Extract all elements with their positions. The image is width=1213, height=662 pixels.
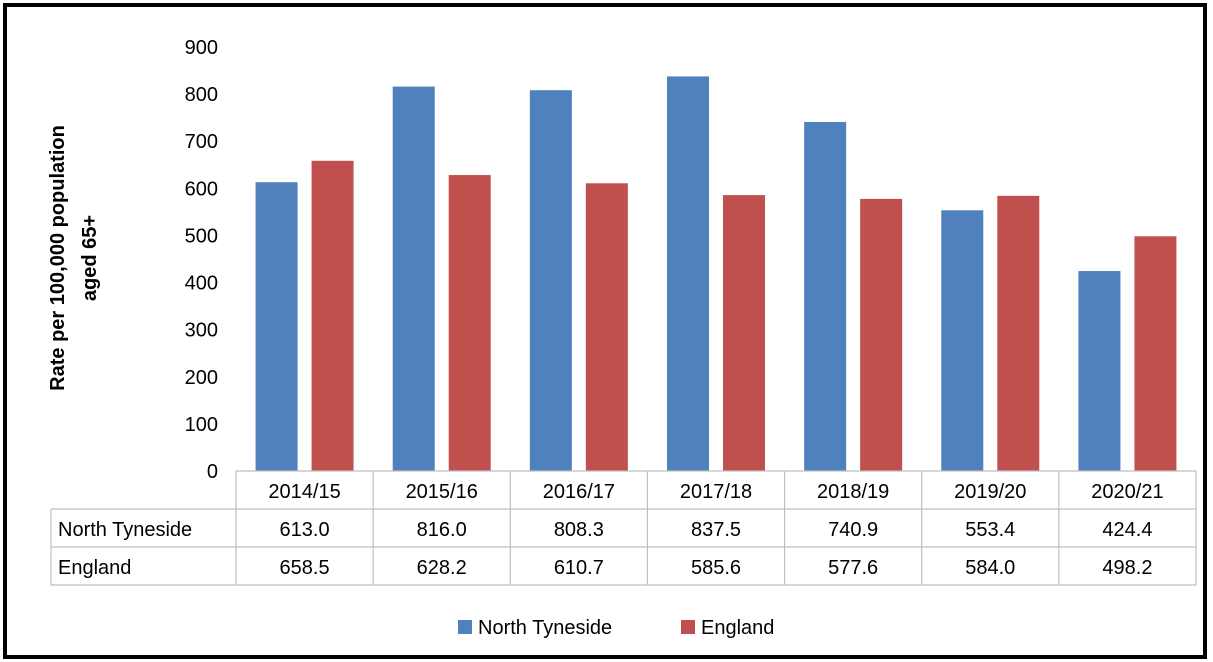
data-label: 613.0 — [280, 519, 330, 541]
bar-north-tyneside — [529, 90, 572, 471]
bar-north-tyneside — [941, 210, 984, 471]
bar-north-tyneside — [804, 121, 847, 471]
y-tick-label: 400 — [185, 273, 218, 295]
legend-label: England — [701, 617, 774, 639]
data-label: 424.4 — [1102, 519, 1152, 541]
bar-england — [448, 175, 491, 471]
bar-england — [997, 195, 1040, 472]
y-tick-label: 600 — [185, 178, 218, 200]
y-tick-label: 200 — [185, 367, 218, 389]
data-label: 740.9 — [828, 519, 878, 541]
legend-label: North Tyneside — [478, 617, 612, 639]
data-label: 584.0 — [965, 557, 1015, 579]
y-tick-label: 900 — [185, 37, 218, 59]
bar-england — [1134, 236, 1177, 471]
bar-north-tyneside — [392, 86, 435, 471]
x-category-label: 2016/17 — [543, 481, 615, 503]
data-label: 577.6 — [828, 557, 878, 579]
data-label: 658.5 — [280, 557, 330, 579]
x-category-label: 2017/18 — [680, 481, 752, 503]
y-tick-label: 0 — [207, 461, 218, 483]
legend-swatch-england — [681, 620, 695, 634]
bar-north-tyneside — [667, 76, 709, 471]
x-category-label: 2015/16 — [406, 481, 478, 503]
table-row-label: North Tyneside — [58, 519, 192, 541]
data-label: 498.2 — [1102, 557, 1152, 579]
bar-england — [860, 198, 903, 471]
y-tick-label: 700 — [185, 131, 218, 153]
data-label: 628.2 — [417, 557, 467, 579]
x-category-label: 2018/19 — [817, 481, 889, 503]
y-tick-label: 500 — [185, 225, 218, 247]
legend-swatch-north-tyneside — [458, 620, 472, 634]
x-category-label: 2019/20 — [954, 481, 1026, 503]
bar-england — [311, 160, 354, 472]
bar-north-tyneside — [1078, 271, 1121, 471]
bar-chart: 0 100 200 300 400 500 600 700 800 900 Rate per 100… — [47, 37, 1197, 639]
bar-england — [723, 195, 765, 471]
chart-frame: 0 100 200 300 400 500 600 700 800 900 Rate per 100… — [3, 3, 1207, 659]
data-label: 553.4 — [965, 519, 1015, 541]
data-label: 837.5 — [691, 519, 741, 541]
data-label: 808.3 — [554, 519, 604, 541]
bar-england — [585, 183, 628, 471]
data-label: 610.7 — [554, 557, 604, 579]
data-label: 816.0 — [417, 519, 467, 541]
x-category-label: 2014/15 — [268, 481, 340, 503]
data-label: 585.6 — [691, 557, 741, 579]
x-category-label: 2020/21 — [1091, 481, 1163, 503]
y-axis-title: aged 65+ — [79, 215, 101, 301]
y-axis-title: Rate per 100,000 population — [47, 125, 69, 391]
y-tick-label: 800 — [185, 84, 218, 106]
y-tick-label: 300 — [185, 320, 218, 342]
bar-north-tyneside — [255, 182, 298, 471]
y-tick-label: 100 — [185, 414, 218, 436]
table-row-label: England — [58, 557, 131, 579]
